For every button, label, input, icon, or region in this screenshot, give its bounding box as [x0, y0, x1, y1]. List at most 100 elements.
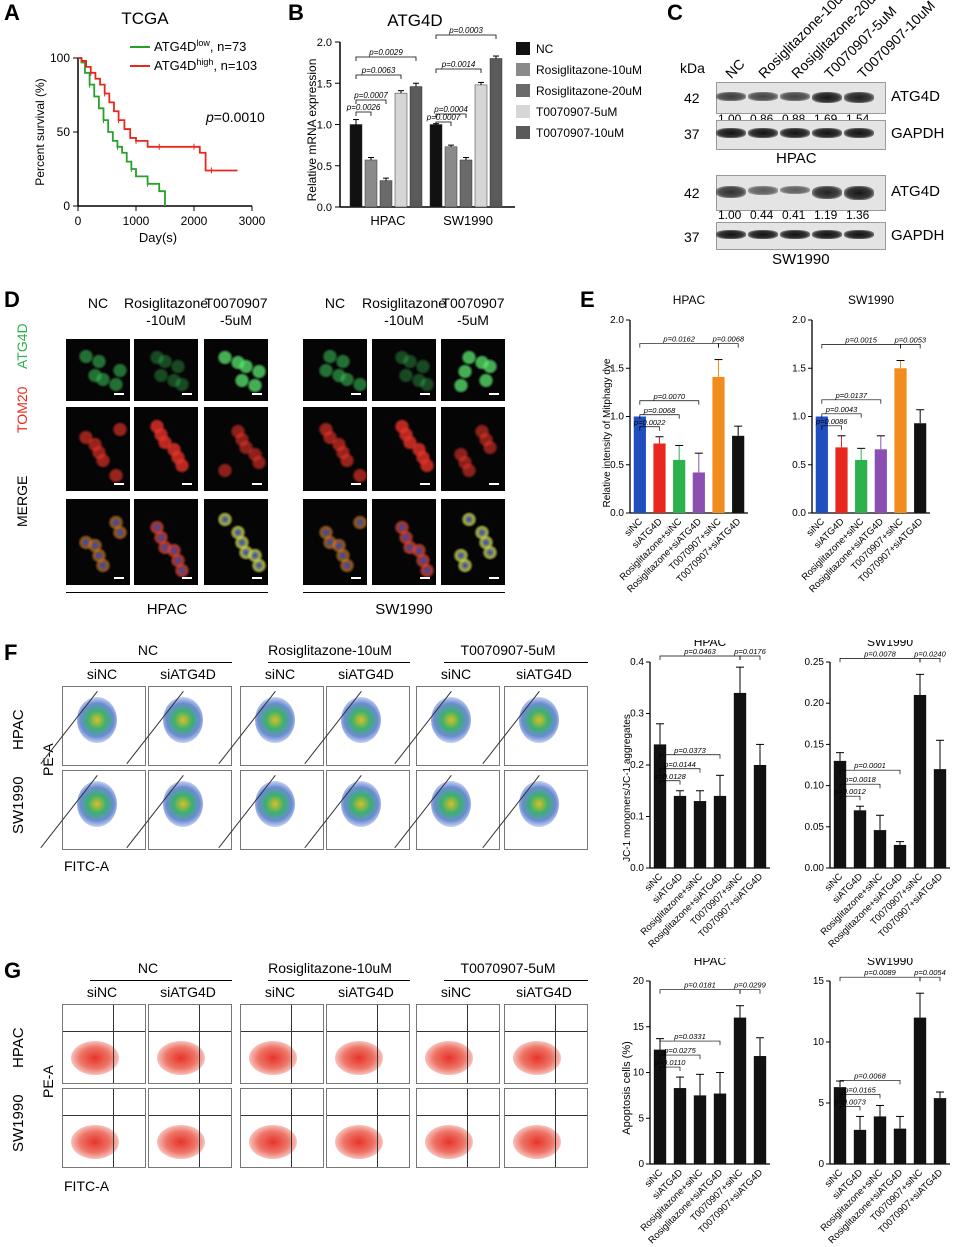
- cell: [230, 424, 246, 439]
- quadrant-line: [149, 1031, 231, 1032]
- significance-bracket: [435, 113, 467, 118]
- apoptosis-bar-charts: Apoptosis cells (%) HPAC05101520siNCsiAT…: [621, 958, 950, 1246]
- y-tick-label: 5: [818, 1098, 824, 1109]
- y-axis-label: JC-1 monomers/JC-1 aggregates: [622, 714, 633, 862]
- p-value: p=0.0003: [448, 26, 483, 35]
- chart-title: HPAC: [694, 958, 727, 968]
- category-label: HPAC: [370, 213, 405, 228]
- quadrant-line: [327, 1031, 409, 1032]
- significance-bracket: [639, 343, 719, 348]
- quadrant-line: [555, 1089, 556, 1167]
- row-label-hpac: HPAC: [10, 709, 27, 750]
- p-value: p=0.0110: [654, 1058, 687, 1067]
- column-header: T0070907: [204, 295, 268, 311]
- legend-label: T0070907-5uM: [536, 105, 617, 119]
- cell: [166, 543, 182, 558]
- p-value: p=0.0165: [843, 1085, 876, 1094]
- cell: [247, 378, 263, 393]
- band-atg4d-hpac: [716, 92, 746, 101]
- cell: [331, 368, 347, 383]
- significance-bracket: [659, 754, 721, 759]
- significance-bracket: [355, 111, 372, 116]
- significance-bracket: [639, 414, 680, 419]
- panel-label-f: F: [4, 640, 18, 665]
- group-underline: [268, 662, 410, 663]
- scatter-density: [425, 1041, 473, 1075]
- y-tick-label: 0: [818, 1159, 824, 1170]
- scale-bar: [351, 577, 361, 579]
- cell: [217, 463, 233, 478]
- significance-bracket: [839, 976, 921, 982]
- p-value: p=0.0022: [633, 418, 666, 427]
- survival-curve-low: [78, 57, 166, 206]
- protein-gapdh-hpac: GAPDH: [891, 125, 945, 142]
- band-gapdh-hpac: [812, 128, 842, 138]
- scale-bar: [252, 393, 262, 395]
- scatter-density: [341, 697, 381, 743]
- scatter-density: [163, 781, 203, 827]
- y-tick-label: 1.5: [792, 363, 806, 374]
- significance-bracket: [659, 1066, 681, 1072]
- x-axis-label: FITC-A: [64, 858, 110, 874]
- bar: [673, 795, 687, 868]
- chart-title: SW1990: [848, 293, 894, 307]
- p-value: p=0.0162: [662, 335, 695, 344]
- flow-plot: [482, 686, 588, 766]
- flow-plot: [126, 686, 232, 766]
- p-value: p=0.0137: [835, 391, 868, 400]
- flow-plot: [304, 686, 410, 766]
- cell: [149, 520, 165, 535]
- flow-jc1-panel: NC siNC siATG4D Rosiglitazone-10uM siNC siATG…: [0, 640, 600, 960]
- band-atg4d-sw: [716, 186, 746, 198]
- bar: [733, 1017, 747, 1164]
- p-value: p=0.0299: [733, 981, 766, 990]
- quadrant-line: [417, 1115, 499, 1116]
- micrograph-atg4d: [134, 339, 198, 401]
- cell: [411, 442, 427, 457]
- bar: [833, 760, 847, 868]
- scatter-density: [513, 1041, 561, 1075]
- bar: [692, 472, 705, 513]
- subgroup-header: siNC: [264, 666, 296, 682]
- flow-plot: [482, 770, 588, 850]
- p-value: p=0.0054: [913, 968, 946, 977]
- p-value: p=0.0373: [673, 746, 706, 755]
- cell: [331, 538, 347, 553]
- p-value: p=0.0029: [368, 48, 403, 57]
- panel-label-c: C: [667, 0, 683, 25]
- cell: [318, 422, 334, 437]
- group-underline: [90, 980, 232, 981]
- legend-low-label: ATG4Dlow, n=73: [154, 38, 246, 54]
- cell: [453, 378, 469, 393]
- scale-bar: [182, 483, 192, 485]
- x-axis-label: Day(s): [139, 230, 177, 245]
- band-gapdh-sw: [812, 230, 842, 239]
- micrograph-merge: [372, 499, 436, 585]
- cell: [234, 373, 250, 388]
- y-tick-label: 50: [57, 125, 71, 139]
- y-tick-label: 2.0: [317, 37, 332, 49]
- subgroup-header: siNC: [264, 984, 296, 1000]
- micrograph-tom20: [134, 407, 198, 491]
- bar: [713, 795, 727, 868]
- significance-bracket: [355, 56, 417, 61]
- significance-bracket: [659, 655, 741, 660]
- quadrant-line: [63, 1031, 145, 1032]
- band-atg4d-hpac: [812, 92, 842, 104]
- significance-bracket: [900, 344, 921, 349]
- cell: [331, 437, 347, 452]
- bar: [673, 459, 686, 513]
- scale-bar: [420, 577, 430, 579]
- y-tick-label: 0.4: [630, 657, 644, 668]
- bar: [732, 435, 745, 513]
- band-atg4d-sw: [780, 186, 810, 195]
- cell-line-hpac: HPAC: [776, 150, 817, 167]
- bar: [893, 844, 907, 868]
- y-tick-label: 0.5: [792, 460, 806, 471]
- cell: [247, 548, 263, 563]
- band-atg4d-sw: [748, 186, 778, 195]
- y-tick-label: 100: [50, 51, 70, 65]
- y-tick-label: 20: [633, 976, 645, 987]
- p-value: p=0.0128: [653, 772, 686, 781]
- subgroup-header: siNC: [440, 666, 472, 682]
